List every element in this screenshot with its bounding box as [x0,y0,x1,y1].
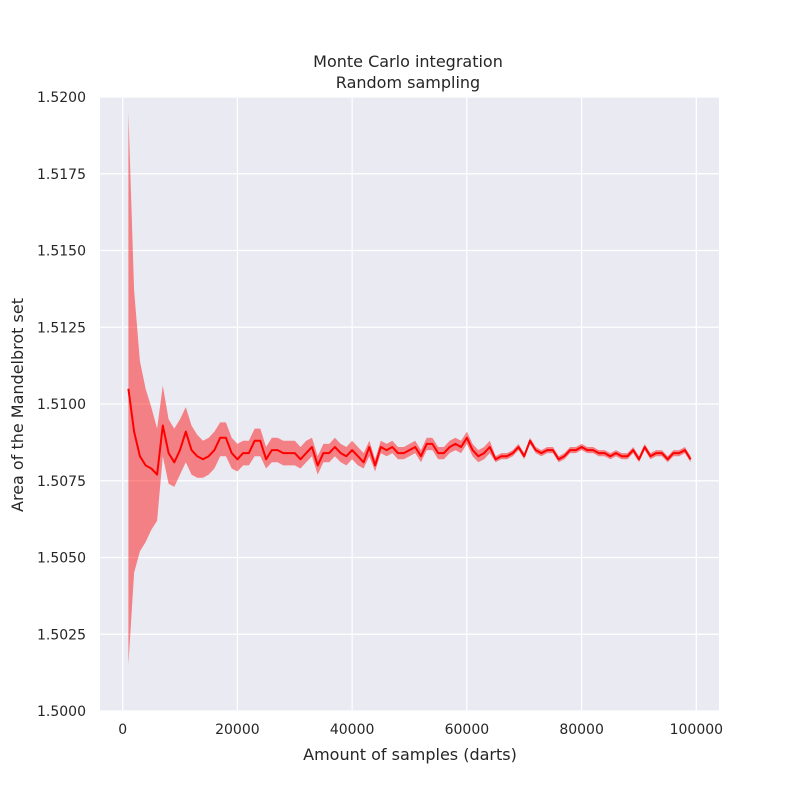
x-tick-label: 60000 [445,722,490,738]
y-tick-labels: 1.5000 1.5025 1.5050 1.5075 1.5100 1.5125 1.51… [37,90,86,720]
y-axis-label: Area of the Mandelbrot set [8,298,27,512]
y-tick-label: 1.5050 [37,551,86,567]
y-tick-label: 1.5075 [37,474,86,490]
grid-lines [100,96,719,712]
x-tick-label: 80000 [559,722,604,738]
y-tick-label: 1.5025 [37,627,86,643]
chart-title: Monte Carlo integration [313,52,503,71]
x-axis-label: Amount of samples (darts) [303,745,517,764]
mean-line-layer [127,388,692,476]
x-tick-label: 20000 [215,722,260,738]
y-tick-label: 1.5175 [37,167,86,183]
y-tick-label: 1.5000 [37,704,86,720]
y-tick-label: 1.5125 [37,320,86,336]
y-tick-label: 1.5150 [37,244,86,260]
x-tick-label: 100000 [670,722,723,738]
mean-area-line [127,388,692,476]
y-tick-label: 1.5200 [37,90,86,106]
x-tick-label: 40000 [330,722,375,738]
x-tick-labels: 0 20000 40000 60000 80000 100000 [118,722,723,738]
y-tick-label: 1.5100 [37,397,86,413]
chart-subtitle: Random sampling [336,73,480,92]
x-tick-label: 0 [118,722,127,738]
